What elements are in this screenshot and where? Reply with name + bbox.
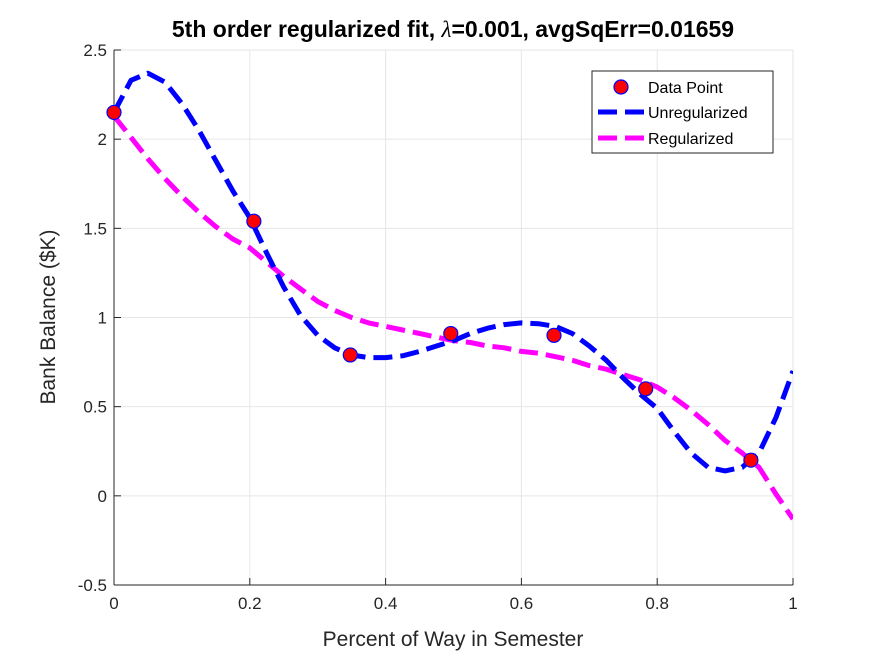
- chart-title: 5th order regularized fit, λ=0.001, avgS…: [172, 16, 734, 42]
- legend: Data Point Unregularized Regularized: [591, 70, 774, 154]
- data-point-6: [743, 452, 759, 468]
- y-tick-label-0: -0.5: [78, 576, 107, 595]
- y-tick-label-6: 2.5: [83, 41, 107, 60]
- x-tick-label-2: 0.4: [374, 594, 398, 613]
- y-tick-label-1: 0: [98, 487, 107, 506]
- legend-label-unregularized: Unregularized: [648, 105, 748, 122]
- data-point-4: [546, 327, 562, 343]
- axes: 0 0.2 0.4 0.6 0.8 1-0.500.511.522.5: [78, 41, 798, 613]
- data-point-3: [443, 325, 459, 342]
- y-tick-label-3: 1: [98, 309, 107, 328]
- data-point-2: [342, 347, 358, 363]
- series-line-unregularized: [114, 70, 793, 474]
- x-tick-label-4: 0.8: [645, 594, 669, 613]
- y-tick-label-4: 1.5: [83, 219, 107, 238]
- legend-label-data-point: Data Point: [648, 80, 723, 97]
- legend-label-regularized: Regularized: [648, 131, 733, 148]
- data-point-5: [638, 381, 654, 397]
- data-point-0: [106, 104, 122, 121]
- data-point-1: [246, 213, 262, 229]
- x-tick-label-1: 0.2: [238, 594, 262, 613]
- y-axis-label: Bank Balance ($K): [37, 229, 60, 404]
- x-tick-label-3: 0.6: [510, 594, 534, 613]
- y-tick-label-5: 2: [98, 130, 107, 149]
- y-tick-label-2: 0.5: [83, 398, 107, 417]
- x-axis-label: Percent of Way in Semester: [323, 628, 584, 651]
- series-layer: [106, 70, 793, 521]
- legend-marker-data-point: [613, 79, 629, 95]
- grid: [113, 49, 794, 586]
- x-tick-label-5: 1: [788, 594, 797, 613]
- x-tick-label-0: 0: [109, 594, 118, 613]
